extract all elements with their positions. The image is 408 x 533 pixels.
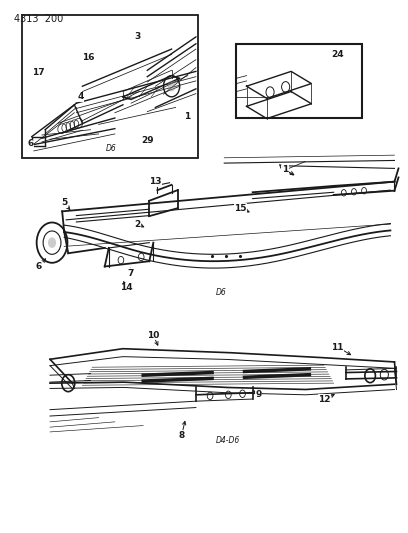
- Text: 1: 1: [184, 112, 190, 122]
- Text: 16: 16: [82, 53, 95, 62]
- Text: 4313  200: 4313 200: [13, 13, 63, 23]
- Text: 2: 2: [134, 220, 140, 229]
- Text: 1: 1: [282, 166, 288, 174]
- Bar: [22, 14, 198, 158]
- Circle shape: [168, 81, 175, 92]
- Text: 4: 4: [77, 92, 84, 101]
- Text: 29: 29: [141, 136, 153, 146]
- Text: 12: 12: [319, 394, 331, 403]
- Text: 9: 9: [255, 390, 262, 399]
- Text: D6: D6: [105, 144, 116, 153]
- Text: 7: 7: [127, 269, 133, 278]
- Text: 11: 11: [331, 343, 344, 352]
- Text: D6: D6: [216, 288, 227, 296]
- Text: 6: 6: [36, 262, 42, 271]
- Text: 3: 3: [134, 33, 140, 42]
- Text: 24: 24: [331, 50, 344, 59]
- Text: D4-D6: D4-D6: [216, 435, 240, 445]
- Text: 8: 8: [179, 431, 185, 440]
- Circle shape: [48, 237, 56, 248]
- Text: 10: 10: [147, 331, 160, 340]
- Text: 6: 6: [27, 139, 34, 148]
- Text: 17: 17: [32, 68, 45, 77]
- Text: 5: 5: [61, 198, 67, 207]
- Text: 14: 14: [120, 283, 133, 292]
- Bar: [236, 44, 362, 118]
- Text: 13: 13: [149, 177, 162, 186]
- Text: 15: 15: [234, 204, 247, 213]
